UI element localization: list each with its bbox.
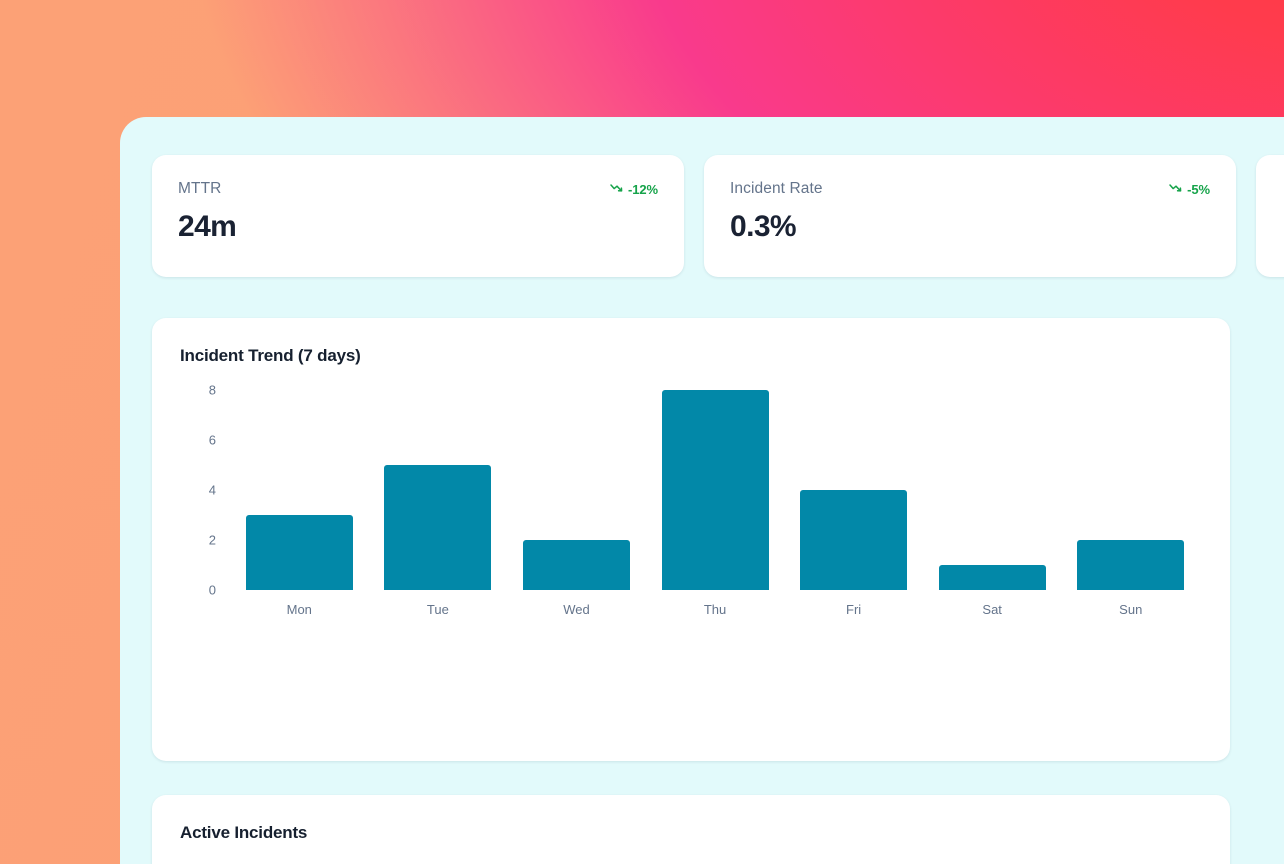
kpi-delta-value: -5%: [1187, 181, 1210, 197]
chart-bar[interactable]: [1077, 540, 1185, 590]
kpi-label: Incident Rate: [730, 180, 823, 197]
chart-bar-group[interactable]: Thu: [646, 390, 785, 617]
x-axis-label: Mon: [286, 602, 312, 617]
chart-plot-area: Mon Tue Wed Thu Fri Sat Sun: [230, 390, 1200, 617]
kpi-card-mttr[interactable]: MTTR -12% 24m: [152, 155, 684, 277]
kpi-card-clipped[interactable]: [1256, 155, 1284, 277]
chart-bar-group[interactable]: Sun: [1061, 390, 1200, 617]
chart-y-axis: 0 2 4 6 8: [180, 383, 216, 598]
chart-bar-group[interactable]: Wed: [507, 390, 646, 617]
x-axis-label: Sun: [1119, 602, 1143, 617]
kpi-delta-value: -12%: [628, 181, 658, 197]
chart-bar[interactable]: [245, 515, 353, 590]
chart-bar[interactable]: [938, 565, 1046, 590]
kpi-delta-badge: -12%: [610, 182, 658, 197]
y-axis-tick: 0: [208, 582, 216, 598]
kpi-card-incident-rate[interactable]: Incident Rate -5% 0.3%: [704, 155, 1236, 277]
x-axis-label: Thu: [703, 602, 727, 617]
chart-bar-group[interactable]: Fri: [784, 390, 923, 617]
y-axis-tick: 8: [208, 382, 216, 398]
kpi-header: MTTR -12%: [178, 179, 658, 199]
chart-bar[interactable]: [661, 390, 769, 590]
incident-trend-chart: 0 2 4 6 8 Mon Tue Wed Thu Fri Sat Sun: [180, 383, 1200, 640]
x-axis-label: Fri: [846, 602, 862, 617]
active-incidents-card: Active Incidents: [152, 795, 1230, 864]
kpi-delta-badge: -5%: [1169, 182, 1210, 197]
kpi-label: MTTR: [178, 180, 222, 197]
chart-bar[interactable]: [522, 540, 630, 590]
y-axis-tick: 6: [208, 432, 216, 448]
x-axis-label: Tue: [426, 602, 449, 617]
chart-bar-group[interactable]: Mon: [230, 390, 369, 617]
chart-bar[interactable]: [800, 490, 908, 590]
panel-content: MTTR -12% 24m Incident Ra: [152, 155, 1284, 864]
kpi-value: 24m: [178, 210, 237, 243]
chart-bar-group[interactable]: Tue: [369, 390, 508, 617]
y-axis-tick: 4: [208, 482, 216, 498]
dashboard-panel: MTTR -12% 24m Incident Ra: [120, 117, 1284, 864]
trending-down-icon: [610, 182, 624, 197]
kpi-header: Incident Rate -5%: [730, 179, 1210, 199]
trending-down-icon: [1169, 182, 1183, 197]
y-axis-tick: 2: [208, 532, 216, 548]
kpi-value: 0.3%: [730, 210, 797, 243]
kpi-card-row: MTTR -12% 24m Incident Ra: [152, 155, 1284, 277]
x-axis-label: Wed: [563, 602, 590, 617]
active-incidents-title: Active Incidents: [180, 823, 308, 842]
incident-trend-card: Incident Trend (7 days) 0 2 4 6 8 Mon Tue Wed T…: [152, 318, 1230, 761]
chart-bar-group[interactable]: Sat: [923, 390, 1062, 617]
chart-bar[interactable]: [384, 465, 492, 590]
x-axis-label: Sat: [982, 602, 1002, 617]
chart-title: Incident Trend (7 days): [180, 346, 361, 365]
